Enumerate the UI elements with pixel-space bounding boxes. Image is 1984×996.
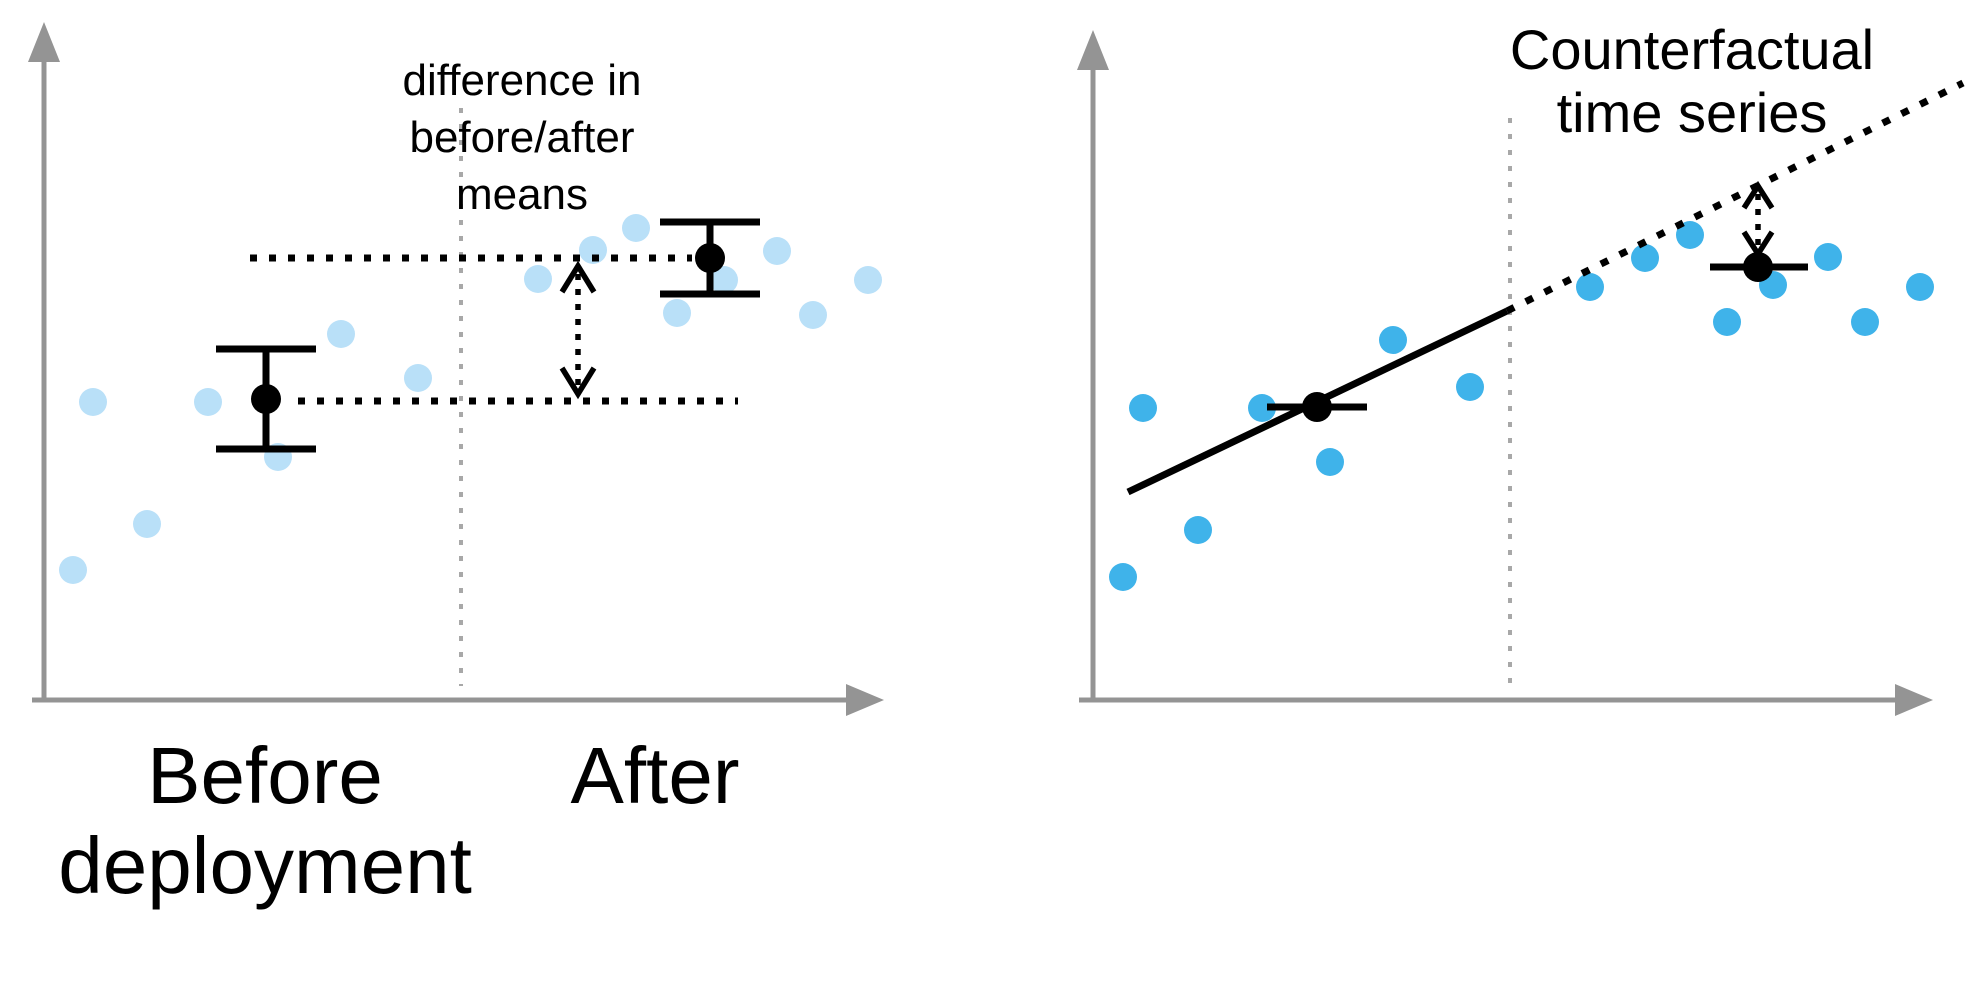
left-chart-after-mean-errorbar-mean-dot bbox=[695, 243, 725, 273]
right-chart-counterfactual-gap-arrow-up-arrowhead bbox=[1741, 180, 1775, 210]
left-chart-data-point bbox=[663, 299, 691, 327]
left-chart-data-point bbox=[133, 510, 161, 538]
right-chart-data-point bbox=[1129, 394, 1157, 422]
right-chart-data-point bbox=[1713, 308, 1741, 336]
right-chart-data-point bbox=[1184, 516, 1212, 544]
x-label-before-deployment: Before deployment bbox=[58, 731, 472, 910]
left-chart-data-point bbox=[622, 214, 650, 242]
left-chart-title: difference in before/after means bbox=[402, 56, 642, 219]
left-chart-data-point bbox=[799, 301, 827, 329]
left-chart-y-axis-arrowhead bbox=[28, 22, 60, 62]
left-chart-difference-arrow-down-arrowhead bbox=[559, 366, 597, 400]
right-chart-data-point bbox=[1109, 563, 1137, 591]
left-chart-data-point bbox=[710, 266, 738, 294]
left-chart-difference-arrow-up-arrowhead bbox=[559, 260, 597, 294]
left-chart-data-point bbox=[79, 388, 107, 416]
left-chart-x-axis-arrowhead bbox=[846, 684, 884, 716]
right-chart-data-point bbox=[1576, 273, 1604, 301]
right-chart-data-point bbox=[1631, 244, 1659, 272]
right-chart-data-point bbox=[1814, 243, 1842, 271]
x-label-after: After bbox=[570, 731, 740, 820]
right-chart-data-point bbox=[1379, 326, 1407, 354]
right-chart-x-axis-arrowhead bbox=[1895, 684, 1933, 716]
left-chart-data-point bbox=[194, 388, 222, 416]
right-chart-counterfactual-dotted-line bbox=[1505, 79, 1965, 315]
right-chart-y-axis-arrowhead bbox=[1077, 30, 1109, 70]
left-chart-data-point bbox=[327, 320, 355, 348]
left-chart-data-point bbox=[854, 266, 882, 294]
right-chart-before-mean-marker-dot bbox=[1302, 392, 1332, 422]
left-chart-data-point bbox=[524, 265, 552, 293]
left-chart-data-point bbox=[59, 556, 87, 584]
left-chart-data-point bbox=[763, 237, 791, 265]
left-chart-before-mean-errorbar-mean-dot bbox=[251, 384, 281, 414]
right-chart-title: Counterfactual time series bbox=[1509, 18, 1875, 144]
left-chart-data-point bbox=[579, 236, 607, 264]
right-chart-data-point bbox=[1676, 221, 1704, 249]
right-chart-data-point bbox=[1906, 273, 1934, 301]
right-chart-data-point bbox=[1248, 394, 1276, 422]
left-chart-data-point bbox=[404, 364, 432, 392]
right-chart-after-mean-marker-dot bbox=[1743, 252, 1773, 282]
right-chart-data-point bbox=[1456, 373, 1484, 401]
right-chart-data-point bbox=[1851, 308, 1879, 336]
right-chart-counterfactual-gap-arrow-down-arrowhead bbox=[1741, 230, 1775, 260]
right-chart-data-point bbox=[1316, 448, 1344, 476]
